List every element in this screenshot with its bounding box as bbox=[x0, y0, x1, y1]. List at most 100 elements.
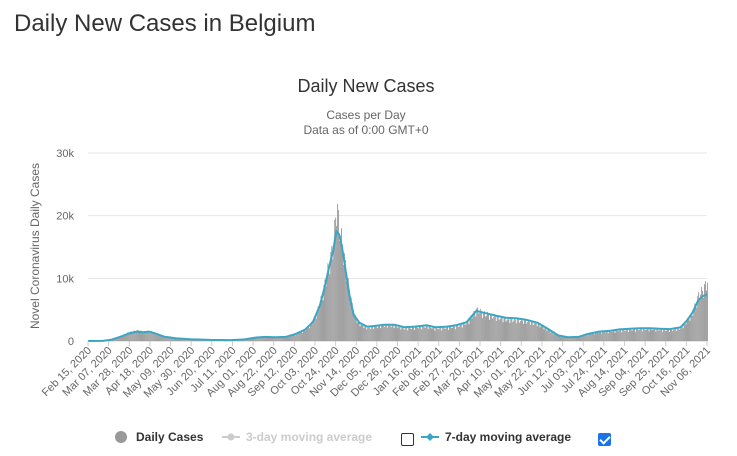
daily-case-bar bbox=[584, 335, 586, 341]
daily-case-bar bbox=[138, 332, 140, 341]
daily-case-bar bbox=[521, 318, 523, 341]
daily-case-bar bbox=[608, 331, 610, 341]
daily-case-bar bbox=[162, 336, 164, 341]
daily-case-bar bbox=[644, 330, 646, 341]
daily-case-bar bbox=[466, 321, 468, 341]
toggle-3day-checkbox[interactable] bbox=[401, 433, 414, 446]
daily-case-bar bbox=[267, 336, 268, 341]
daily-case-bar bbox=[299, 332, 301, 341]
daily-case-bar bbox=[477, 307, 479, 341]
daily-case-bar bbox=[416, 327, 418, 341]
daily-case-bar bbox=[452, 325, 454, 341]
daily-case-bar bbox=[310, 321, 312, 341]
daily-case-bar bbox=[485, 316, 486, 341]
daily-case-bar bbox=[677, 327, 679, 341]
daily-case-bar bbox=[669, 332, 670, 341]
daily-case-bar bbox=[411, 329, 413, 341]
daily-case-bar bbox=[448, 330, 450, 341]
daily-case-bar bbox=[648, 331, 650, 341]
daily-case-bar bbox=[683, 323, 685, 341]
daily-case-bar bbox=[473, 310, 475, 341]
daily-case-bar bbox=[276, 337, 278, 341]
daily-case-bar bbox=[333, 247, 335, 341]
daily-case-bar bbox=[309, 323, 311, 341]
daily-case-bar bbox=[463, 322, 465, 341]
daily-case-bar bbox=[255, 337, 257, 341]
daily-case-bar bbox=[447, 326, 449, 341]
daily-case-bar bbox=[387, 325, 389, 341]
daily-case-bar bbox=[626, 328, 628, 341]
daily-case-bar bbox=[168, 337, 170, 341]
toggle-7day-checkbox[interactable] bbox=[598, 433, 611, 446]
daily-case-bar bbox=[174, 337, 176, 341]
daily-case-bar bbox=[525, 323, 527, 341]
daily-case-bar bbox=[350, 297, 352, 341]
daily-case-bar bbox=[518, 318, 520, 341]
daily-case-bar bbox=[598, 331, 600, 341]
daily-case-bar bbox=[161, 334, 162, 341]
daily-case-bar bbox=[277, 337, 279, 341]
daily-case-bar bbox=[158, 333, 159, 341]
daily-case-bar bbox=[383, 327, 385, 341]
daily-case-bar bbox=[302, 332, 304, 341]
daily-case-bar bbox=[595, 332, 596, 341]
daily-case-bar bbox=[329, 274, 331, 341]
daily-case-bar bbox=[525, 319, 526, 341]
daily-case-bar bbox=[660, 328, 662, 341]
daily-case-bar bbox=[296, 333, 298, 341]
daily-case-bar bbox=[538, 323, 540, 341]
daily-case-bar bbox=[317, 306, 319, 341]
daily-case-bar bbox=[663, 329, 665, 341]
daily-case-bar bbox=[403, 328, 405, 341]
daily-case-bar bbox=[120, 335, 122, 341]
daily-case-bar bbox=[537, 322, 539, 341]
y-tick-label: 0 bbox=[68, 336, 74, 348]
daily-case-bar bbox=[519, 322, 521, 341]
daily-case-bar bbox=[258, 337, 260, 341]
daily-case-bar bbox=[548, 329, 550, 341]
daily-case-bar bbox=[618, 331, 620, 341]
daily-case-bar bbox=[701, 287, 703, 341]
legend-3day-moving-average[interactable]: 3-day moving average bbox=[222, 428, 372, 446]
daily-case-bar bbox=[693, 310, 695, 341]
daily-case-bar bbox=[169, 337, 171, 341]
daily-case-bar bbox=[311, 324, 313, 341]
daily-case-bar bbox=[405, 327, 407, 341]
daily-case-bar bbox=[254, 338, 256, 341]
daily-case-bar bbox=[170, 337, 172, 341]
daily-case-bar bbox=[613, 330, 615, 341]
daily-case-bar bbox=[508, 319, 510, 341]
daily-case-bar bbox=[696, 307, 698, 341]
daily-case-bar bbox=[640, 328, 642, 341]
daily-case-bar bbox=[171, 337, 173, 341]
gridlines bbox=[88, 152, 707, 342]
daily-case-bar bbox=[460, 324, 462, 341]
legend-daily-cases[interactable]: Daily Cases bbox=[114, 428, 203, 446]
daily-case-bar bbox=[339, 241, 340, 341]
daily-case-bar bbox=[600, 333, 602, 341]
daily-case-bar bbox=[666, 330, 668, 341]
daily-case-bar bbox=[528, 321, 530, 341]
daily-case-bar bbox=[348, 290, 350, 341]
daily-case-bar bbox=[124, 334, 126, 341]
daily-case-bar bbox=[306, 326, 308, 341]
daily-case-bar bbox=[439, 326, 441, 341]
daily-case-bar bbox=[147, 330, 149, 341]
daily-case-bar bbox=[627, 329, 629, 341]
daily-case-bar bbox=[514, 317, 516, 341]
daily-case-bar bbox=[589, 333, 591, 341]
seven-day-average-line bbox=[87, 229, 708, 342]
daily-case-bar bbox=[630, 328, 632, 341]
legend-7day-moving-average[interactable]: 7-day moving average bbox=[421, 428, 571, 446]
daily-case-bar bbox=[653, 328, 655, 341]
daily-case-bar bbox=[270, 336, 271, 341]
daily-case-bar bbox=[379, 328, 381, 341]
daily-case-bar bbox=[702, 291, 704, 341]
daily-case-bar bbox=[320, 295, 322, 341]
daily-case-bar bbox=[281, 337, 283, 341]
daily-case-bar bbox=[533, 323, 535, 341]
daily-case-bar bbox=[578, 336, 580, 341]
daily-case-bar bbox=[369, 327, 371, 341]
daily-case-bar bbox=[539, 327, 541, 341]
daily-case-bar bbox=[132, 332, 134, 341]
